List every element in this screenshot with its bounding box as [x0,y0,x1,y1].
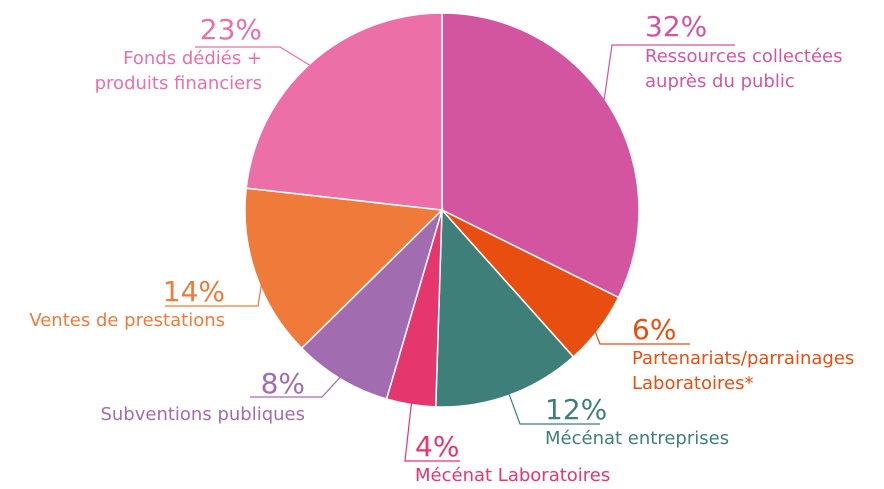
pie-slice [300,207,444,400]
leader-line [404,396,460,462]
value-label: 32% [645,10,708,43]
category-label: Subventions publiques [100,404,305,425]
value-label: 12% [545,393,608,426]
value-label: 14% [162,275,225,308]
category-label: Mécénat Laboratoires [415,465,611,486]
leader-line [506,387,600,425]
value-label: 23% [199,13,262,46]
leader-line [250,371,346,398]
category-label: Partenariats/parrainages Laboratoires* [632,348,855,394]
pie-slice [245,12,443,211]
category-label: Ressources collectées auprès du public [645,46,843,92]
category-label: Mécénat entreprises [545,428,730,449]
category-label: Ventes de prestations [29,310,225,331]
leader-line [591,324,690,345]
value-label: 4% [415,430,460,463]
leader-line [165,271,264,307]
category-label: Fonds dédiés + produits financiers [94,48,262,94]
leader-line [195,46,317,70]
value-label: 6% [632,313,677,346]
value-label: 8% [260,367,305,400]
leader-line [602,44,735,111]
pie-slice [441,12,640,299]
pie-slice [244,187,444,350]
